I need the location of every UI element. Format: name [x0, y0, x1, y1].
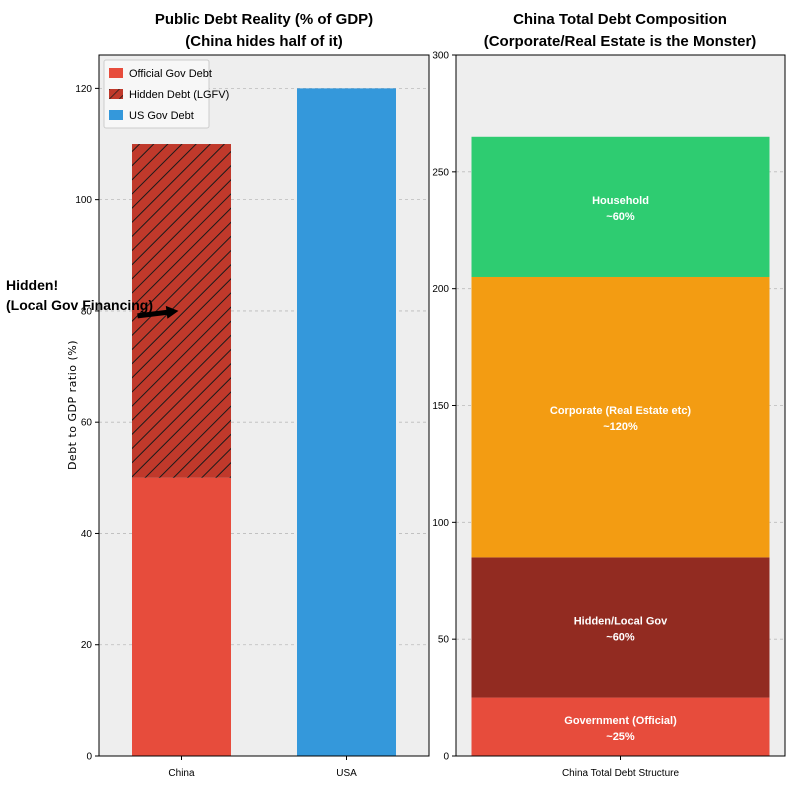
- right-x-tick-label: China Total Debt Structure: [562, 768, 680, 779]
- left-y-tick-label: 80: [81, 306, 93, 317]
- left-y-tick-label: 100: [75, 195, 92, 206]
- legend-box: [103, 59, 210, 129]
- right-y-tick-label: 0: [443, 752, 449, 763]
- segment-label-corporate-real-estate-etc: Corporate (Real Estate etc): [550, 405, 692, 417]
- legend-swatch-us: [109, 110, 123, 120]
- bar-china-hidden-debt-lgfv: [132, 144, 231, 478]
- right-y-ticks: 0 50 100 150 200 250 300: [432, 51, 456, 763]
- left-y-tick-label: 60: [81, 418, 93, 429]
- segment-label-household: Household: [592, 195, 649, 207]
- right-panel: Government (Official) ~25% Hidden/Local Go…: [432, 11, 786, 779]
- segment-label-hidden-local-gov: Hidden/Local Gov: [574, 615, 668, 627]
- legend: Official Gov Debt Hidden Debt (LGFV) US …: [103, 59, 229, 129]
- segment-value-corporate-real-estate-etc: ~120%: [603, 421, 638, 433]
- segment-value-government-official: ~25%: [606, 731, 635, 743]
- annotation-text-line1: Hidden!: [6, 277, 58, 293]
- segment-corporate-real-estate-etc: [471, 276, 770, 558]
- right-y-tick-label: 50: [438, 635, 450, 646]
- right-chart-title-line2: (Corporate/Real Estate is the Monster): [484, 33, 757, 50]
- hidden-annotation: Hidden! (Local Gov Financing): [6, 277, 179, 319]
- right-chart-title-line1: China Total Debt Composition: [513, 11, 727, 28]
- legend-label-official: Official Gov Debt: [129, 68, 212, 80]
- annotation-arrow: [137, 305, 179, 319]
- legend-swatch-official: [109, 68, 123, 78]
- left-y-tick-label: 40: [81, 529, 93, 540]
- segment-government-official: [471, 697, 770, 756]
- legend-swatch-hidden: [109, 89, 123, 99]
- left-chart-title-line2: (China hides half of it): [185, 33, 343, 50]
- bar-usa-us-gov-debt: [297, 88, 396, 756]
- legend-label-us: US Gov Debt: [129, 110, 194, 122]
- right-y-tick-label: 250: [432, 167, 449, 178]
- annotation-text-line2: (Local Gov Financing): [6, 297, 153, 313]
- right-y-tick-label: 150: [432, 401, 449, 412]
- left-x-tick-label-usa: USA: [336, 768, 357, 779]
- right-y-tick-label: 100: [432, 518, 449, 529]
- left-y-ticks: 0 20 40 60 80 100 120: [75, 84, 99, 763]
- bar-china-official-gov-debt: [132, 477, 231, 756]
- left-y-axis-label: Debt to GDP ratio (%): [66, 340, 79, 470]
- left-y-tick-label: 0: [86, 752, 92, 763]
- right-y-tick-label: 200: [432, 284, 449, 295]
- segment-label-government-official: Government (Official): [564, 715, 677, 727]
- right-stacked-bar: Government (Official) ~25% Hidden/Local Go…: [471, 136, 770, 756]
- segment-value-hidden-local-gov: ~60%: [606, 631, 635, 643]
- segment-hidden-local-gov: [471, 557, 770, 698]
- left-panel: 0 20 40 60 80 100 120 China USA Public Debt Rea…: [6, 11, 430, 779]
- left-y-tick-label: 20: [81, 640, 93, 651]
- left-plot-frame: [98, 54, 430, 757]
- legend-label-hidden: Hidden Debt (LGFV): [129, 89, 229, 101]
- segment-household: [471, 136, 770, 277]
- left-bars: [132, 88, 396, 756]
- left-chart-title-line1: Public Debt Reality (% of GDP): [155, 11, 373, 28]
- segment-value-household: ~60%: [606, 211, 635, 223]
- right-y-tick-label: 300: [432, 51, 449, 62]
- left-x-tick-label-china: China: [168, 768, 195, 779]
- right-x-ticks: China Total Debt Structure: [562, 756, 680, 779]
- left-x-ticks: China USA: [168, 756, 357, 779]
- left-y-tick-label: 120: [75, 84, 92, 95]
